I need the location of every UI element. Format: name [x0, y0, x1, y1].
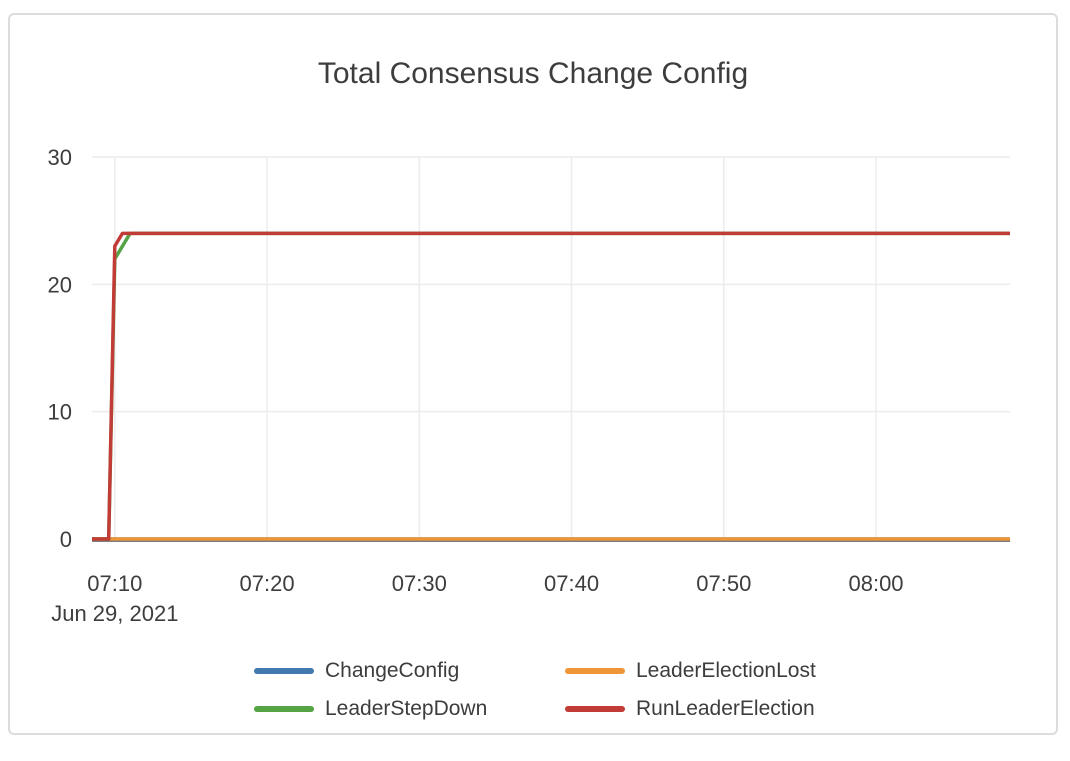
legend-item-changeconfig[interactable]: ChangeConfig [254, 658, 459, 684]
legend-swatch-leaderstepdown [254, 706, 314, 712]
plot-canvas[interactable]: 0 10 20 30 07:10 07:20 07:30 07:40 07:50 08:00 Jun… [10, 15, 1058, 645]
x-tick-label: 07:20 [240, 571, 295, 596]
legend-swatch-leaderelectionlost [565, 668, 625, 674]
y-tick-label: 10 [48, 400, 72, 425]
chart-title: Total Consensus Change Config [317, 57, 749, 90]
series-line-runleaderelection [92, 231, 1010, 541]
x-tick-label: 07:50 [696, 571, 751, 596]
y-tick-label: 20 [48, 272, 72, 297]
chart-card: Total Consensus Change Config 0 10 20 30 07:… [8, 13, 1058, 735]
legend-item-runleaderelection[interactable]: RunLeaderElection [565, 696, 815, 722]
legend-label-runleaderelection: RunLeaderElection [636, 697, 815, 720]
y-tick-label: 0 [60, 527, 72, 552]
legend-label-leaderstepdown: LeaderStepDown [325, 697, 488, 720]
legend-swatch-runleaderelection [565, 706, 625, 712]
x-tick-label: 07:40 [544, 571, 599, 596]
legend-swatch-changeconfig [254, 668, 314, 674]
series-line-leaderstepdown [92, 231, 1010, 541]
legend-label-leaderelectionlost: LeaderElectionLost [636, 659, 816, 682]
x-tick-label: 07:30 [392, 571, 447, 596]
legend-item-leaderstepdown[interactable]: LeaderStepDown [254, 696, 487, 722]
legend-label-changeconfig: ChangeConfig [325, 659, 460, 682]
x-axis-date-label: Jun 29, 2021 [51, 601, 178, 626]
x-tick-label: 07:10 [87, 571, 142, 596]
x-tick-label: 08:00 [848, 571, 903, 596]
y-tick-label: 30 [48, 145, 72, 170]
legend-item-leaderelectionlost[interactable]: LeaderElectionLost [565, 658, 816, 684]
